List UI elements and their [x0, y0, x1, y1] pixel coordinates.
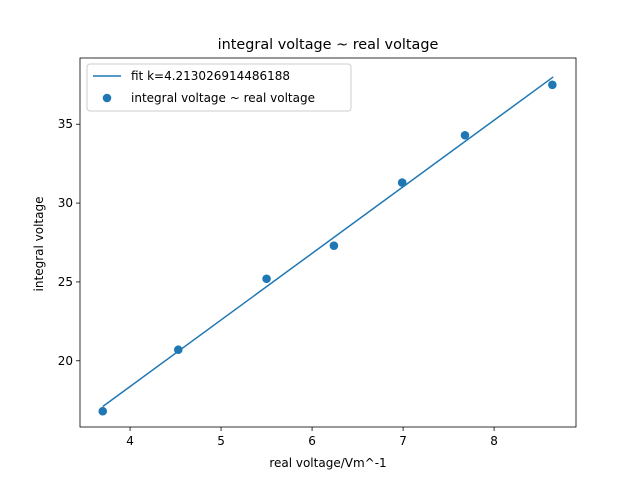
axes: 4 5 6 7 8 20 25 30 35: [58, 57, 577, 448]
x-axis-label: real voltage/Vm^-1: [269, 456, 386, 470]
y-tick-label: 30: [58, 196, 73, 210]
y-tick-label: 35: [58, 117, 73, 131]
x-tick-label: 8: [490, 434, 498, 448]
chart-marks: [98, 76, 557, 416]
y-axis-label: integral voltage: [32, 197, 46, 292]
x-tick-label: 5: [217, 434, 225, 448]
x-tick-label: 7: [399, 434, 407, 448]
y-tick-label: 20: [58, 354, 73, 368]
data-point: [548, 80, 557, 90]
data-point: [460, 130, 470, 140]
x-tick-label: 4: [126, 434, 134, 448]
x-tick-label: 6: [308, 434, 316, 448]
axes-frame: [79, 57, 577, 428]
legend-point-swatch: [102, 93, 112, 103]
data-point: [329, 241, 339, 250]
data-point: [397, 178, 407, 187]
chart-title: integral voltage ~ real voltage: [218, 37, 439, 53]
legend-entry-label: integral voltage ~ real voltage: [131, 91, 315, 105]
legend-entry-label: fit k=4.213026914486188: [131, 69, 290, 83]
data-point: [98, 406, 108, 416]
legend: fit k=4.213026914486188 integral voltage …: [86, 63, 352, 112]
legend-box: [86, 63, 352, 112]
data-point: [173, 345, 183, 355]
y-tick-label: 25: [58, 275, 73, 289]
data-point: [262, 274, 271, 284]
